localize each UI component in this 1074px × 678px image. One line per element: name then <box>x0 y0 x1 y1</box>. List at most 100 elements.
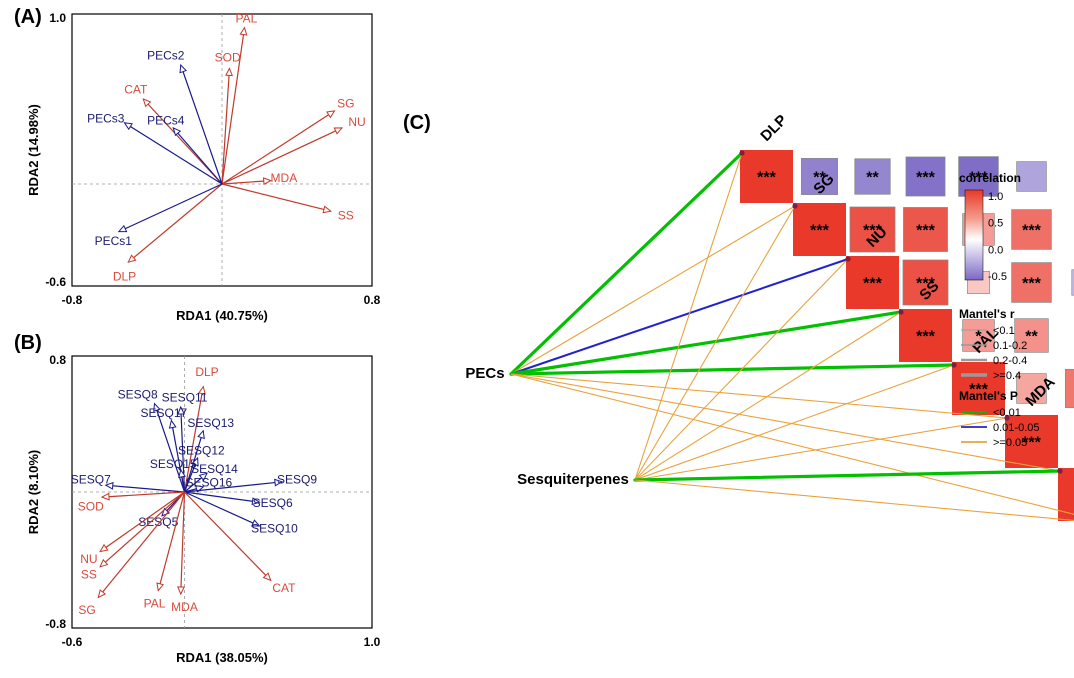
mantel-r-legend-label: 0.2-0.4 <box>993 355 1027 367</box>
vector-arrowhead <box>274 478 284 487</box>
significance-stars: *** <box>863 223 882 240</box>
mantel-edge <box>510 373 1074 515</box>
heatmap-square <box>1014 318 1049 353</box>
vector-label: SS <box>338 208 354 222</box>
heatmap-square <box>1071 269 1074 296</box>
vector-label: SESQ16 <box>186 476 233 490</box>
vector-label: SS <box>81 567 97 581</box>
vector-label: PECs3 <box>87 112 125 126</box>
mantel-anchor-point <box>792 203 798 209</box>
vector-label: SESQ14 <box>191 462 238 476</box>
heatmap-cell: *** <box>1011 262 1052 303</box>
vector-arrowhead <box>142 98 152 108</box>
heatmap-cell: *** <box>903 207 948 252</box>
mantel-edge <box>634 258 849 481</box>
rda-vector: PAL <box>144 491 186 610</box>
vector-arrowhead <box>198 385 206 395</box>
x-tick-label: 1.0 <box>364 635 381 649</box>
significance-stars: *** <box>916 223 935 240</box>
vector-line <box>221 127 343 185</box>
vector-arrowhead <box>197 429 205 440</box>
vector-label: PECs4 <box>147 113 185 127</box>
vector-line <box>97 491 185 598</box>
vector-arrowhead <box>123 122 133 131</box>
vector-label: SG <box>337 96 354 110</box>
rda-vector: SOD <box>215 50 241 185</box>
rda-vector: PECs3 <box>87 112 223 185</box>
heatmap-square <box>793 203 846 256</box>
vector-arrowhead <box>178 468 186 478</box>
heatmap-square <box>1016 161 1047 192</box>
vector-arrowhead <box>127 254 137 263</box>
heatmap-cell: * <box>962 319 995 352</box>
vector-label: PAL <box>235 11 257 25</box>
heatmap-cell: ** <box>801 158 838 195</box>
significance-stars: *** <box>1022 223 1041 240</box>
rda-vector: SESQ12 <box>178 443 225 493</box>
panel-c-label: (C) <box>403 112 431 134</box>
rda-vector: PECs1 <box>95 183 223 248</box>
significance-stars: *** <box>757 170 776 187</box>
vector-line <box>142 98 223 185</box>
heatmap-cell: *** <box>899 309 952 362</box>
vector-line <box>127 183 223 263</box>
heatmap-square <box>952 362 1005 415</box>
rda-vector: SS <box>81 491 185 581</box>
heatmap-square <box>905 156 946 197</box>
vector-line <box>172 127 223 185</box>
mantel-anchor-point <box>951 362 957 368</box>
vector-line <box>183 386 204 493</box>
vector-arrowhead <box>97 589 107 599</box>
heatmap-cell: *** <box>849 206 896 253</box>
vector-line <box>184 491 260 527</box>
significance-stars: *** <box>863 276 882 293</box>
rda-vector: SESQ7 <box>71 472 185 493</box>
colorbar-tick: 0.5 <box>988 218 1003 230</box>
vector-line <box>180 64 223 185</box>
y-tick-label: 0.8 <box>49 353 66 367</box>
x-tick-label: -0.8 <box>62 293 83 307</box>
heatmap-square <box>1016 373 1047 404</box>
heatmap-cell: ** <box>854 158 891 195</box>
panel-c-plot: *** ** ** *** ****** *** *** ****** *** ****** * **… <box>465 112 1074 521</box>
significance-stars: *** <box>916 276 935 293</box>
vector-line <box>221 27 246 185</box>
vector-label: CAT <box>124 83 148 97</box>
heatmap-square <box>1011 209 1052 250</box>
mantel-edge <box>634 152 743 481</box>
vector-line <box>221 110 335 185</box>
heatmap-square <box>846 256 899 309</box>
rda-vector: SESQ11 <box>162 391 208 493</box>
mantel-r-legend-label: >=0.4 <box>993 370 1021 382</box>
colorbar <box>964 189 984 281</box>
vector-label: PECs2 <box>147 49 185 63</box>
vector-label: SESQ17 <box>141 406 188 420</box>
heatmap-square <box>801 158 838 195</box>
rda-vector: SOD <box>78 491 185 513</box>
rda-vector: SESQ15 <box>150 457 197 493</box>
vector-arrowhead <box>104 481 114 490</box>
vector-arrowhead <box>153 402 161 412</box>
vector-label: SESQ5 <box>138 515 178 529</box>
heatmap-square <box>903 207 948 252</box>
rda-vector: SG <box>78 491 185 617</box>
significance-stars: ** <box>1025 329 1038 346</box>
vector-arrowhead <box>177 586 186 596</box>
vector-label: SESQ15 <box>150 457 197 471</box>
rda-vector: CAT <box>184 491 296 595</box>
mantel-edge <box>509 151 744 376</box>
colorbar-tick: -0.5 <box>988 271 1007 283</box>
panel-c: (C) *** ** ** *** *** *** *** *** *** *** *** *** **… <box>395 0 1074 678</box>
mantel-edge <box>634 417 1008 481</box>
vector-arrowhead <box>156 582 165 592</box>
vector-arrowhead <box>177 405 186 415</box>
heatmap-square <box>962 319 995 352</box>
rda-vector: MDA <box>171 491 198 614</box>
vector-arrowhead <box>100 492 110 501</box>
vector-line <box>99 491 185 552</box>
vector-arrowhead <box>251 519 261 527</box>
panel-a-label: (A) <box>14 6 42 28</box>
mantel-edge <box>510 205 796 375</box>
vector-label: SESQ6 <box>253 496 293 510</box>
mantel-p-legend-label: <0.01 <box>993 407 1021 419</box>
